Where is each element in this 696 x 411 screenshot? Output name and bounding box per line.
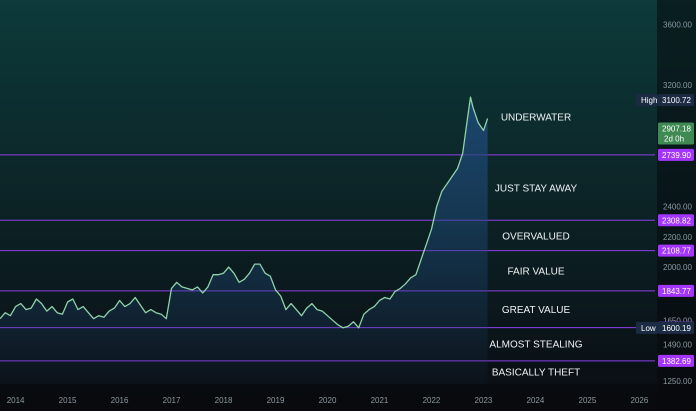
y-tick-label: 2200.00 xyxy=(663,233,692,242)
low-tag-label: Low xyxy=(641,324,656,333)
price-area xyxy=(0,96,489,384)
zone-label: OVERVALUED xyxy=(502,232,569,243)
y-tick-label: 2400.00 xyxy=(663,202,692,211)
low-tag-value: 1600.19 xyxy=(662,324,691,333)
zone-labels: UNDERWATER JUST STAY AWAY OVERVALUED FAIR V… xyxy=(489,112,582,378)
last-price-tag-bg xyxy=(658,122,694,145)
x-tick-label: 2017 xyxy=(163,396,181,405)
x-tick-label: 2026 xyxy=(631,396,649,405)
x-tick-label: 2023 xyxy=(475,396,493,405)
x-tick-label: 2016 xyxy=(111,396,129,405)
x-axis: 2014 2015 2016 2017 2018 2019 2020 2021 2022 2023… xyxy=(0,384,696,411)
level-price-tag-value: 2108.77 xyxy=(662,247,691,256)
level-price-tag[interactable]: 2308.82 xyxy=(658,214,694,227)
zone-label: JUST STAY AWAY xyxy=(495,184,578,195)
y-tick-label: 3200.00 xyxy=(663,81,692,90)
bar-countdown: 2d 0h xyxy=(664,134,684,143)
price-area-fill xyxy=(0,97,488,384)
zone-label: BASICALLY THEFT xyxy=(492,367,580,378)
high-tag-value: 3100.72 xyxy=(662,96,691,105)
zone-label: GREAT VALUE xyxy=(502,305,571,316)
level-price-tag-bg xyxy=(658,214,694,227)
low-tag[interactable]: Low 1600.19 xyxy=(636,321,694,334)
zone-label: UNDERWATER xyxy=(501,112,571,123)
high-tag-label-bg xyxy=(636,94,658,107)
zone-label: ALMOST STEALING xyxy=(489,339,582,350)
y-axis: 3600.00 3200.00 2400.00 2200.00 2000.00 1650.… xyxy=(657,0,696,411)
x-tick-label: 2018 xyxy=(215,396,233,405)
level-price-tag-bg xyxy=(658,148,694,161)
x-tick-label: 2015 xyxy=(59,396,77,405)
y-axis-panel[interactable] xyxy=(657,0,696,411)
level-price-tag-value: 1843.77 xyxy=(662,287,691,296)
high-tag-value-bg xyxy=(658,94,694,107)
level-price-tag[interactable]: 1843.77 xyxy=(658,284,694,297)
last-price-value: 2907.18 xyxy=(662,124,691,133)
x-tick-label: 2014 xyxy=(7,396,25,405)
price-tags: 2739.902308.822108.771843.771601.731382.… xyxy=(636,94,694,367)
y-tick-label: 1650.00 xyxy=(663,316,692,325)
x-tick-label: 2025 xyxy=(579,396,597,405)
level-price-tag[interactable]: 2739.90 xyxy=(658,148,694,161)
high-tag[interactable]: High 3100.72 xyxy=(636,94,694,107)
y-tick-label: 1250.00 xyxy=(663,377,692,386)
level-price-tag-value: 2308.82 xyxy=(662,216,691,225)
x-tick-label: 2022 xyxy=(423,396,441,405)
level-price-tag-bg xyxy=(658,284,694,297)
level-price-tag[interactable]: 2108.77 xyxy=(658,244,694,257)
y-tick-label: 3600.00 xyxy=(663,20,692,29)
level-price-tag-value: 2739.90 xyxy=(662,151,691,160)
price-line[interactable] xyxy=(0,96,489,329)
x-tick-label: 2024 xyxy=(527,396,545,405)
high-tag-label: High xyxy=(641,96,657,105)
y-tick-label: 1490.00 xyxy=(663,341,692,350)
x-tick-label: 2019 xyxy=(267,396,285,405)
level-price-tag-bg xyxy=(658,244,694,257)
low-tag-label-bg xyxy=(636,321,658,334)
level-price-tag[interactable]: 1382.69 xyxy=(658,354,694,367)
y-tick-label: 2000.00 xyxy=(663,263,692,272)
low-tag-value-bg xyxy=(658,321,694,334)
x-tick-label: 2020 xyxy=(319,396,337,405)
x-tick-label: 2021 xyxy=(371,396,389,405)
x-axis-panel[interactable] xyxy=(0,384,696,411)
zone-label: FAIR VALUE xyxy=(507,266,564,277)
level-price-tag-bg xyxy=(658,354,694,367)
level-price-tag-value: 1382.69 xyxy=(662,357,691,366)
